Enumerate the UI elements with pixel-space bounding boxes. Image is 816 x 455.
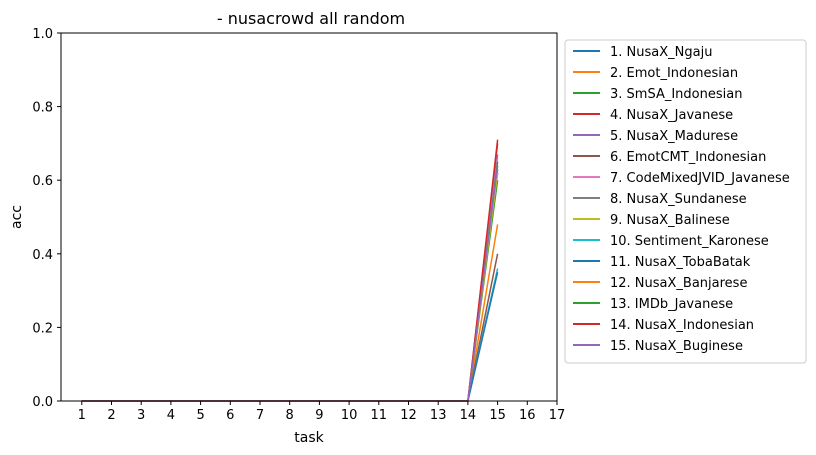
legend-label: 15. NusaX_Buginese xyxy=(610,339,743,354)
x-tick-label: 3 xyxy=(137,408,145,423)
series-line-14 xyxy=(81,139,499,402)
legend-label: 11. NusaX_TobaBatak xyxy=(610,255,751,270)
chart-title: - nusacrowd all random xyxy=(217,9,405,28)
legend-item: 13. IMDb_Javanese xyxy=(573,297,733,312)
x-tick-label: 4 xyxy=(167,408,175,423)
series-line-5 xyxy=(81,154,499,402)
x-tick-label: 13 xyxy=(430,408,447,423)
x-tick-label: 2 xyxy=(107,408,115,423)
y-tick-label: 0.4 xyxy=(32,248,53,263)
y-tick-label: 1.0 xyxy=(32,27,53,42)
plot-frame xyxy=(60,32,558,402)
legend-label: 12. NusaX_Banjarese xyxy=(610,276,747,291)
x-tick-label: 17 xyxy=(549,408,566,423)
legend-label: 5. NusaX_Madurese xyxy=(610,129,738,144)
x-axis: 1 2 3 4 5 6 7 8 9 10 11 12 13 14 15 16 17 xyxy=(78,401,566,423)
legend-label: 9. NusaX_Balinese xyxy=(610,213,730,228)
legend-item: 2. Emot_Indonesian xyxy=(573,66,738,81)
legend: 1. NusaX_Ngaju 2. Emot_Indonesian 3. SmSA_… xyxy=(564,39,807,364)
legend-label: 10. Sentiment_Karonese xyxy=(610,234,769,249)
legend-box xyxy=(564,39,807,364)
series-line-8 xyxy=(81,172,499,402)
x-tick-label: 15 xyxy=(489,408,506,423)
y-axis-label: acc xyxy=(9,205,25,229)
legend-item: 4. NusaX_Javanese xyxy=(573,108,733,123)
legend-label: 4. NusaX_Javanese xyxy=(610,108,733,123)
series-line-11 xyxy=(81,272,499,402)
legend-label: 1. NusaX_Ngaju xyxy=(610,45,712,60)
x-tick-label: 6 xyxy=(226,408,234,423)
x-tick-label: 1 xyxy=(78,408,86,423)
legend-label: 13. IMDb_Javanese xyxy=(610,297,733,312)
legend-label: 6. EmotCMT_Indonesian xyxy=(610,150,766,165)
x-tick-label: 8 xyxy=(286,408,294,423)
legend-item: 15. NusaX_Buginese xyxy=(573,339,743,354)
series-line-12 xyxy=(81,165,499,402)
legend-item: 10. Sentiment_Karonese xyxy=(573,234,769,249)
y-axis: 0.0 0.2 0.4 0.6 0.8 1.0 xyxy=(32,27,61,410)
legend-item: 3. SmSA_Indonesian xyxy=(573,87,742,102)
series-line-2 xyxy=(81,224,499,402)
legend-label: 3. SmSA_Indonesian xyxy=(610,87,742,102)
series-line-10 xyxy=(81,268,499,402)
x-tick-label: 10 xyxy=(341,408,358,423)
legend-label: 8. NusaX_Sundanese xyxy=(610,192,747,207)
y-tick-label: 0.8 xyxy=(32,101,53,116)
x-axis-label: task xyxy=(294,430,324,446)
series-line-1 xyxy=(81,169,499,402)
legend-item: 8. NusaX_Sundanese xyxy=(573,192,747,207)
x-tick-label: 12 xyxy=(400,408,417,423)
x-tick-label: 14 xyxy=(460,408,477,423)
legend-label: 2. Emot_Indonesian xyxy=(610,66,738,81)
legend-item: 7. CodeMixedJVID_Javanese xyxy=(573,171,790,186)
series-layer xyxy=(81,139,499,402)
y-tick-label: 0.6 xyxy=(32,174,53,189)
series-line-9 xyxy=(81,172,499,402)
series-line-15 xyxy=(81,165,499,402)
x-tick-label: 7 xyxy=(256,408,264,423)
legend-item: 5. NusaX_Madurese xyxy=(573,129,738,144)
series-line-7 xyxy=(81,158,499,402)
legend-item: 12. NusaX_Banjarese xyxy=(573,276,747,291)
legend-label: 14. NusaX_Indonesian xyxy=(610,318,754,333)
y-tick-label: 0.0 xyxy=(32,395,53,410)
series-line-6 xyxy=(81,253,499,402)
y-tick-label: 0.2 xyxy=(32,321,53,336)
x-tick-label: 16 xyxy=(519,408,536,423)
legend-item: 9. NusaX_Balinese xyxy=(573,213,730,228)
series-line-4 xyxy=(81,143,499,402)
x-tick-label: 9 xyxy=(315,408,323,423)
series-line-3 xyxy=(81,180,499,402)
legend-item: 6. EmotCMT_Indonesian xyxy=(573,150,766,165)
legend-item: 11. NusaX_TobaBatak xyxy=(573,255,751,270)
x-tick-label: 11 xyxy=(371,408,388,423)
legend-item: 14. NusaX_Indonesian xyxy=(573,318,754,333)
legend-item: 1. NusaX_Ngaju xyxy=(573,45,712,60)
series-line-13 xyxy=(81,161,499,402)
legend-label: 7. CodeMixedJVID_Javanese xyxy=(610,171,790,186)
x-tick-label: 5 xyxy=(196,408,204,423)
